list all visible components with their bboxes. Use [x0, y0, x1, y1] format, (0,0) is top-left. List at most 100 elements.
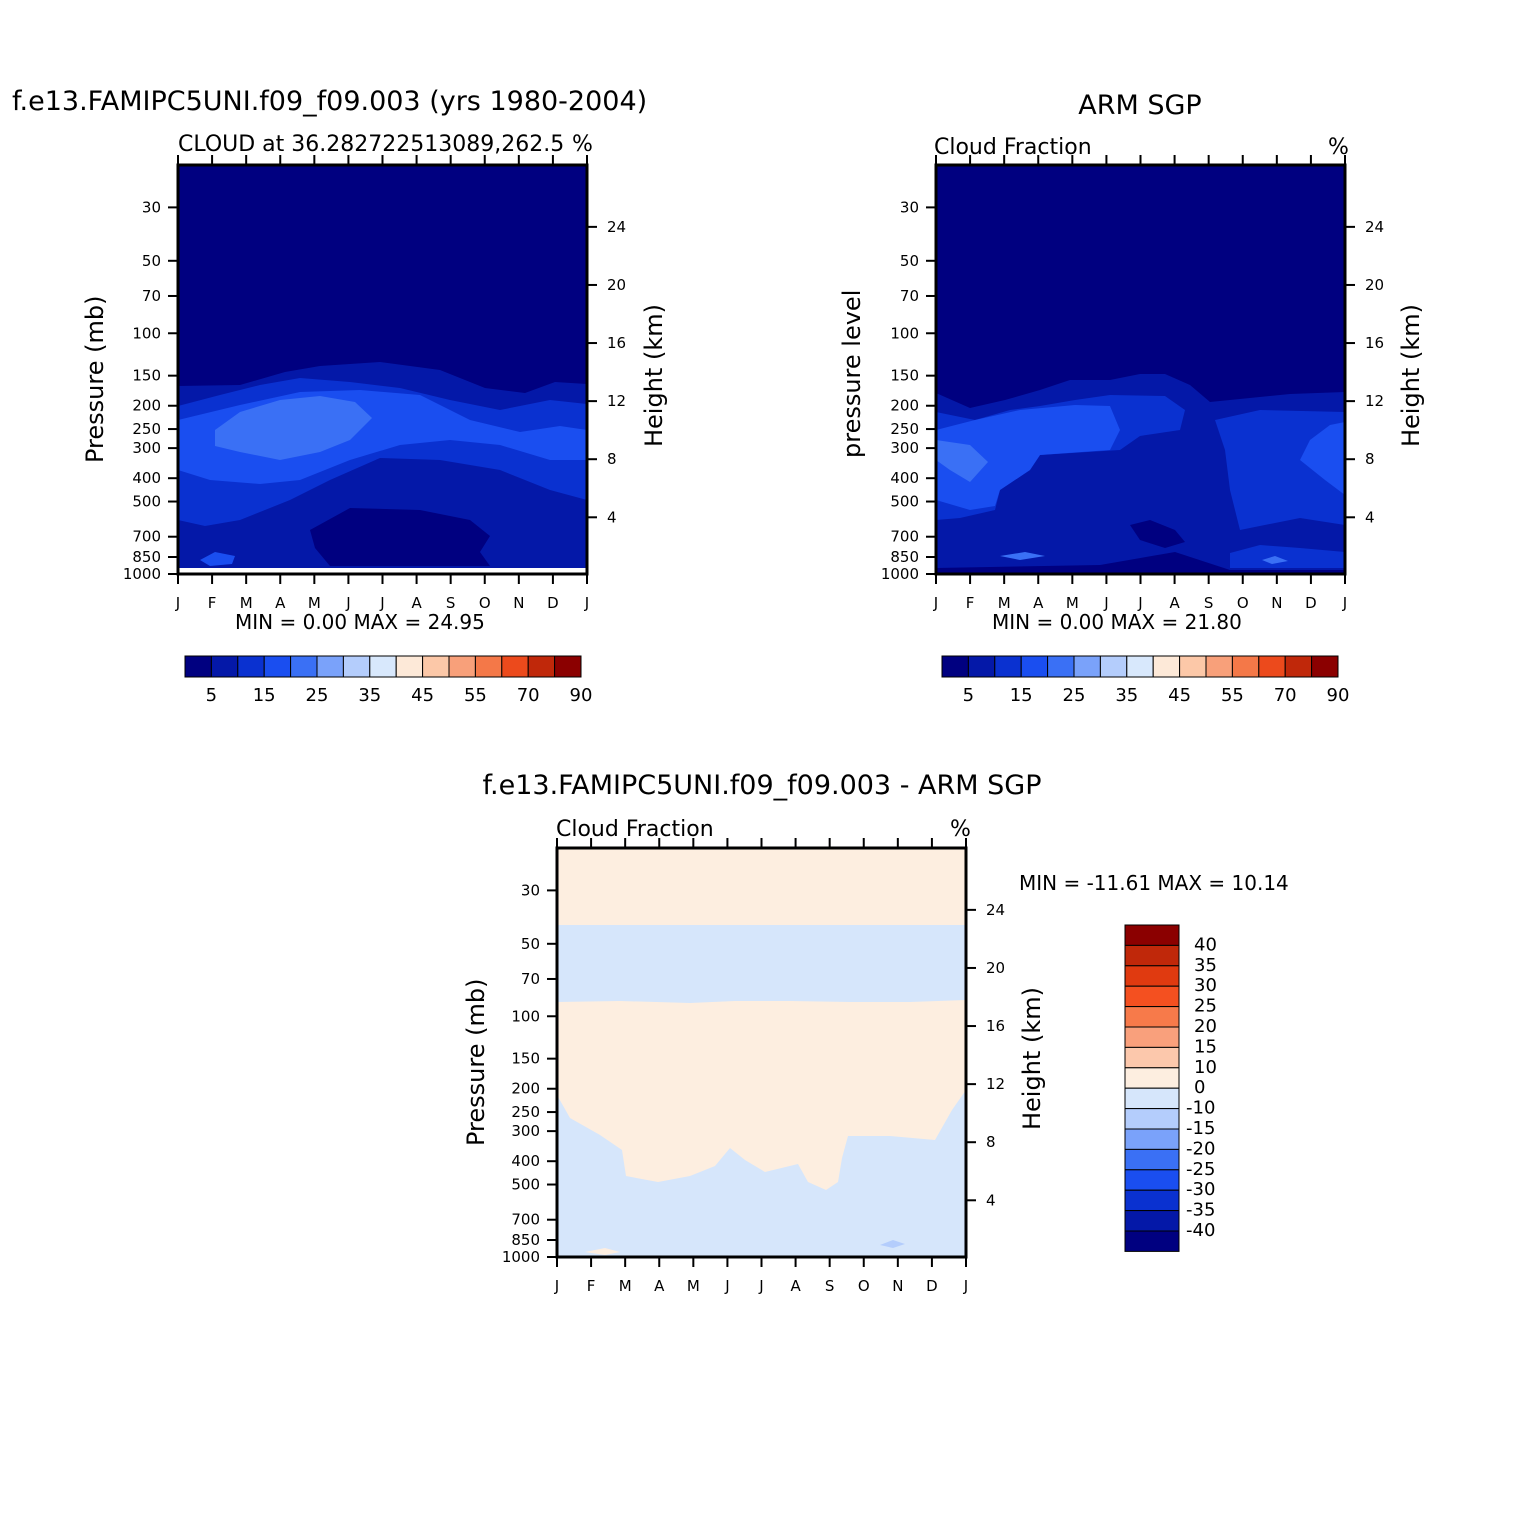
y2-tick-label: 8: [607, 450, 617, 468]
colorbar-swatch: [1099, 655, 1128, 678]
obs-plot-field: [936, 165, 1345, 574]
y-tick-label: 700: [511, 1211, 540, 1229]
x-tick-label: A: [1033, 594, 1044, 612]
y-tick-label: 400: [890, 469, 919, 487]
obs-y2-axis: 4 8 12 16 20 24: [1345, 218, 1384, 526]
colorbar-label: -30: [1186, 1179, 1215, 1200]
y-tick-label: 200: [132, 397, 161, 415]
colorbar-label: 25: [1194, 996, 1217, 1017]
colorbar-swatch: [1258, 655, 1286, 678]
model-subtitle: CLOUD at 36.282722513089,262.5: [178, 132, 564, 157]
colorbar-label: 0: [1194, 1077, 1205, 1098]
colorbar-swatch: [237, 655, 265, 678]
y2-tick-label: 24: [986, 901, 1005, 919]
y-tick-label: 500: [511, 1176, 540, 1194]
x-tick-label: O: [858, 1277, 870, 1295]
colorbar-label: 35: [1115, 685, 1138, 706]
diff-y2label: Height (km): [1018, 987, 1046, 1130]
x-tick-label: S: [825, 1277, 835, 1295]
colorbar-swatch: [1152, 655, 1181, 678]
obs-surface-layer: [936, 552, 1345, 574]
colorbar-swatch: [1124, 965, 1180, 987]
colorbar-label: 25: [1063, 685, 1086, 706]
colorbar-label: 35: [1194, 955, 1217, 976]
y2-tick-label: 24: [607, 218, 626, 236]
x-tick-label: J: [1103, 594, 1108, 612]
y2-tick-label: 4: [1365, 508, 1375, 526]
y-tick-label: 400: [511, 1152, 540, 1170]
y-tick-label: 150: [511, 1050, 540, 1068]
colorbar-label: 35: [358, 685, 381, 706]
diff-subtitle: Cloud Fraction: [556, 817, 714, 842]
colorbar-label: 70: [1274, 685, 1297, 706]
colorbar-label: -20: [1186, 1138, 1215, 1159]
colorbar-swatch: [1231, 655, 1260, 678]
y-tick-label: 70: [900, 287, 919, 305]
y-tick-label: 250: [132, 420, 161, 438]
colorbar-swatch: [1124, 1087, 1180, 1110]
colorbar-label: 15: [1194, 1036, 1217, 1057]
model-y2label: Height (km): [640, 304, 668, 447]
colorbar-label: -15: [1186, 1118, 1215, 1139]
x-tick-label: M: [687, 1277, 700, 1295]
y-tick-label: 250: [890, 420, 919, 438]
x-tick-label: N: [1271, 594, 1282, 612]
x-tick-label: F: [587, 1277, 596, 1295]
colorbar-swatch: [342, 655, 371, 678]
y-tick-label: 100: [890, 324, 919, 342]
diff-layer-pos-mid: [557, 1000, 966, 1190]
colorbar-swatch: [263, 655, 292, 678]
y2-tick-label: 20: [986, 959, 1005, 977]
field-layer-20-25: [215, 396, 372, 460]
x-tick-label: J: [584, 594, 589, 612]
y-tick-label: 300: [511, 1122, 540, 1140]
field-layer-0-5: [178, 165, 587, 393]
obs-layer-15-20-a: [936, 405, 1120, 510]
y2-tick-label: 8: [986, 1133, 996, 1151]
obs-subtitle: Cloud Fraction: [934, 135, 1092, 160]
obs-title: ARM SGP: [1078, 90, 1201, 121]
x-tick-label: J: [758, 1277, 763, 1295]
colorbar-swatch: [1126, 655, 1154, 678]
colorbar-label: -10: [1186, 1098, 1215, 1119]
x-tick-label: S: [1204, 594, 1214, 612]
colorbar-label: 20: [1194, 1016, 1217, 1037]
field-low-blob: [200, 552, 235, 566]
colorbar-swatch: [501, 655, 529, 678]
colorbar-swatch: [1124, 944, 1180, 967]
y2-tick-label: 24: [1365, 218, 1384, 236]
colorbar-label: 25: [306, 685, 329, 706]
colorbar-swatch: [1124, 1128, 1180, 1150]
colorbar-label: 5: [206, 685, 217, 706]
colorbar-swatch: [1073, 655, 1101, 678]
y2-tick-label: 20: [1365, 276, 1384, 294]
x-tick-label: J: [724, 1277, 729, 1295]
diff-ylabel: Pressure (mb): [462, 979, 490, 1146]
colorbar-label: -25: [1186, 1159, 1215, 1180]
colorbar-label: 5: [963, 685, 974, 706]
colorbar-swatch: [474, 655, 503, 678]
colorbar-label: 55: [1221, 685, 1244, 706]
colorbar-swatch: [967, 655, 996, 678]
y2-tick-label: 16: [607, 334, 626, 352]
obs-layer-15-20-b: [1300, 422, 1345, 495]
y-tick-label: 850: [132, 548, 161, 566]
obs-y2label: Height (km): [1397, 304, 1425, 447]
colorbar-swatch: [1124, 1046, 1180, 1069]
colorbar-swatch: [448, 655, 476, 678]
obs-stats: MIN = 0.00 MAX = 21.80: [992, 610, 1242, 634]
y2-tick-label: 4: [607, 508, 617, 526]
y-tick-label: 1000: [123, 565, 161, 583]
x-tick-label: M: [619, 1277, 632, 1295]
y-tick-label: 50: [521, 935, 540, 953]
colorbar-swatch: [1124, 1210, 1180, 1232]
colorbar-label: -35: [1186, 1200, 1215, 1221]
colorbar-swatch: [1124, 1189, 1180, 1212]
model-plot-field: [178, 165, 587, 574]
